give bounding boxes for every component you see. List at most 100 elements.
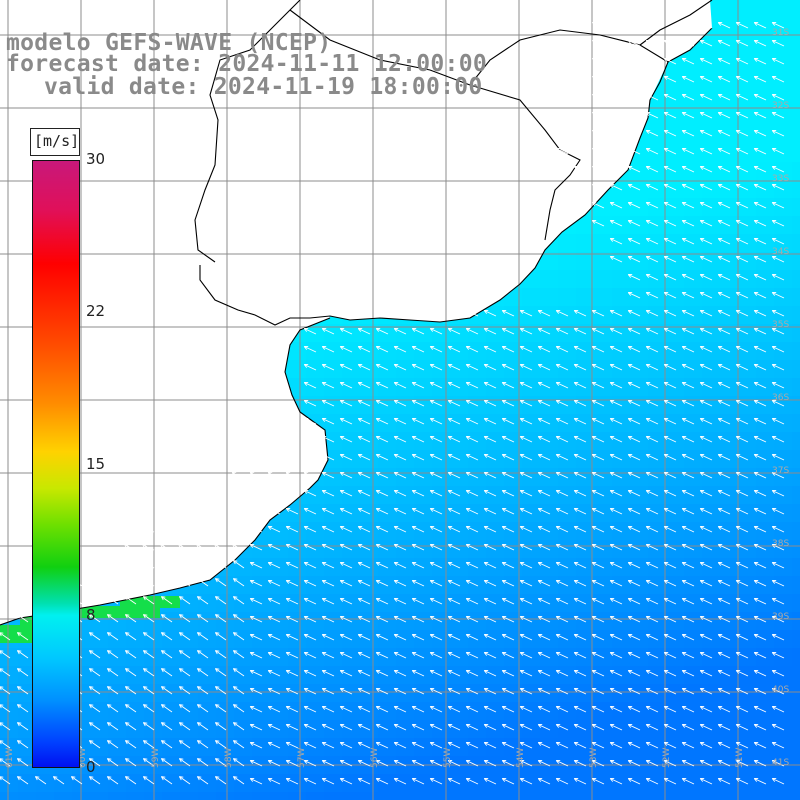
- wind-arrow-head: [717, 562, 723, 566]
- wind-arrow-head: [285, 652, 291, 656]
- wind-arrow-head: [609, 148, 615, 152]
- wind-arrow-head: [645, 778, 651, 782]
- wind-arrow-head: [735, 562, 741, 566]
- wind-arrow: [520, 760, 533, 767]
- wind-field-cell: [414, 450, 432, 468]
- wind-arrow-head: [214, 614, 220, 619]
- wind-arrow-head: [321, 454, 327, 458]
- wind-arrow-head: [375, 760, 381, 764]
- wind-arrow: [484, 346, 497, 353]
- wind-arrow-head: [699, 148, 705, 152]
- wind-arrow: [89, 704, 101, 713]
- wind-arrow: [736, 310, 749, 317]
- wind-arrow-head: [771, 112, 777, 116]
- wind-arrow-head: [519, 382, 525, 386]
- wind-arrow-head: [519, 328, 525, 332]
- wind-arrow: [484, 310, 497, 317]
- wind-arrow: [412, 328, 425, 335]
- wind-arrow: [646, 148, 659, 155]
- wind-arrow-head: [699, 544, 705, 548]
- wind-arrow-head: [249, 454, 255, 458]
- wind-arrow-head: [321, 490, 327, 494]
- wind-arrow-head: [106, 722, 112, 727]
- wind-arrow: [430, 562, 443, 569]
- wind-field-cell: [756, 324, 774, 342]
- wind-field-cell: [738, 72, 756, 90]
- wind-field-cell: [306, 504, 324, 522]
- wind-arrow-head: [627, 652, 633, 656]
- wind-arrow-head: [501, 508, 507, 512]
- wind-field-cell: [342, 432, 360, 450]
- wind-field-cell: [594, 288, 612, 306]
- wind-arrow: [412, 436, 425, 443]
- wind-arrow-head: [519, 760, 525, 764]
- wind-arrow: [610, 418, 623, 425]
- wind-arrow-head: [771, 400, 777, 404]
- wind-arrow-head: [573, 454, 579, 458]
- wind-field-cell: [450, 702, 468, 720]
- wind-arrow-head: [735, 526, 741, 530]
- wind-arrow-head: [681, 400, 687, 404]
- wind-arrow: [394, 328, 407, 335]
- wind-arrow-head: [753, 616, 759, 620]
- wind-arrow: [340, 724, 353, 731]
- wind-field-cell: [450, 540, 468, 558]
- wind-arrow-head: [735, 508, 741, 512]
- wind-field-cell: [450, 720, 468, 738]
- wind-arrow: [520, 526, 533, 533]
- wind-arrow: [502, 778, 515, 785]
- wind-arrow-head: [717, 310, 723, 314]
- wind-arrow: [646, 706, 659, 713]
- wind-arrow: [574, 634, 587, 641]
- wind-arrow: [754, 184, 767, 191]
- wind-field-cell: [738, 396, 756, 414]
- wind-arrow: [502, 472, 515, 479]
- wind-arrow: [322, 328, 335, 335]
- wind-arrow-head: [627, 148, 633, 152]
- wind-field-cell: [306, 576, 324, 594]
- wind-field-cell: [36, 792, 54, 800]
- wind-field-cell: [342, 720, 360, 738]
- wind-arrow: [772, 40, 785, 47]
- wind-arrow: [736, 562, 749, 569]
- wind-arrow: [718, 130, 731, 137]
- wind-arrow: [466, 328, 479, 335]
- wind-arrow: [592, 130, 605, 137]
- wind-arrow-head: [124, 560, 130, 565]
- wind-arrow: [214, 544, 227, 551]
- wind-arrow-head: [375, 778, 381, 782]
- wind-arrow: [125, 758, 137, 767]
- wind-arrow: [448, 652, 461, 659]
- wind-arrow-head: [753, 22, 759, 26]
- wind-arrow: [268, 598, 281, 605]
- wind-field-cell: [468, 684, 486, 702]
- wind-arrow: [484, 508, 497, 515]
- wind-arrow-head: [285, 580, 291, 584]
- wind-field-cell: [630, 396, 648, 414]
- wind-arrow: [682, 166, 695, 173]
- wind-arrow-head: [16, 722, 22, 727]
- wind-arrow: [610, 238, 623, 245]
- wind-field-cell: [252, 702, 270, 720]
- wind-field-cell: [270, 540, 288, 558]
- wind-field-cell: [522, 504, 540, 522]
- wind-arrow: [574, 58, 587, 65]
- wind-field-cell: [324, 522, 342, 540]
- wind-arrow-head: [178, 650, 184, 655]
- wind-arrow-head: [357, 688, 363, 692]
- wind-arrow: [520, 544, 533, 551]
- wind-field-cell: [558, 432, 576, 450]
- wind-field-cell: [576, 306, 594, 324]
- wind-field-cell: [504, 522, 522, 540]
- wind-arrow-head: [303, 724, 309, 728]
- wind-field-cell: [594, 198, 612, 216]
- wind-field-cell: [432, 522, 450, 540]
- wind-arrow: [682, 418, 695, 425]
- wind-arrow-head: [375, 562, 381, 566]
- wind-arrow-head: [771, 382, 777, 386]
- wind-arrow: [340, 706, 353, 713]
- wind-field-cell: [630, 198, 648, 216]
- wind-arrow-head: [699, 724, 705, 728]
- wind-arrow: [682, 274, 695, 281]
- wind-arrow-head: [645, 490, 651, 494]
